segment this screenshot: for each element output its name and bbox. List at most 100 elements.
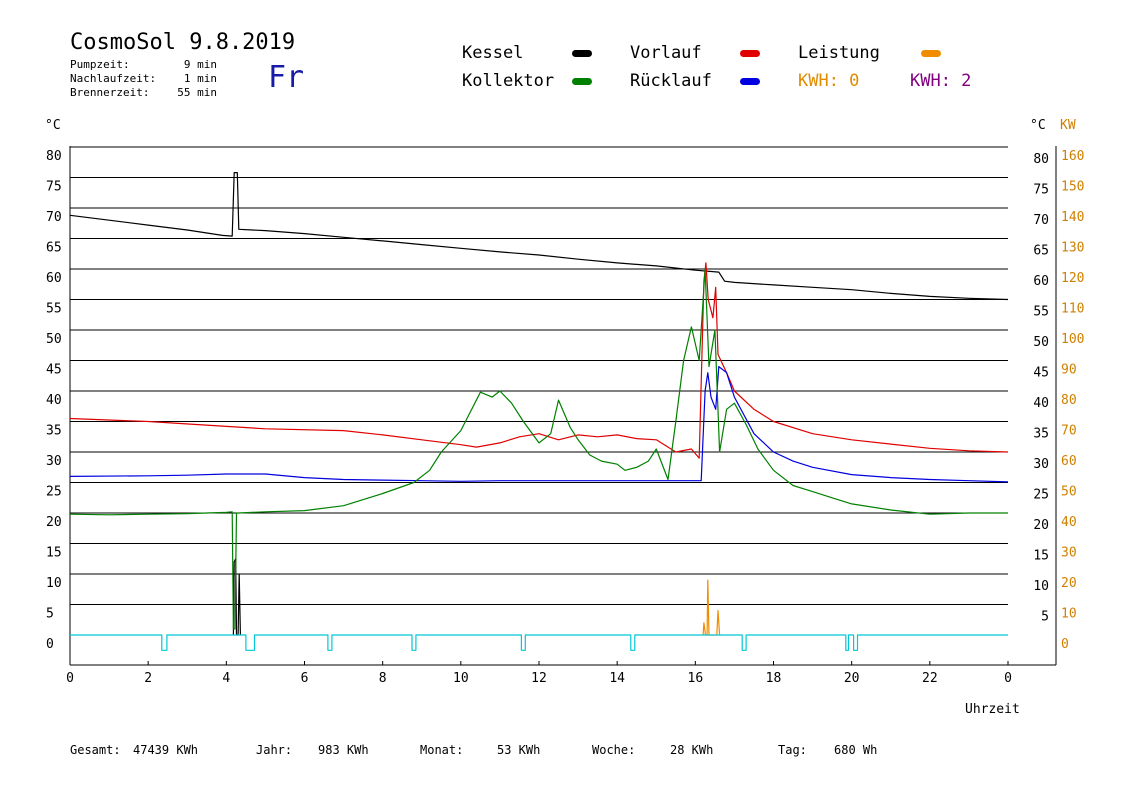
y2-tick-label-100: 100 bbox=[1061, 332, 1084, 347]
x-tick-label-6: 12 bbox=[531, 671, 547, 686]
footer-value-woche: 28 KWh bbox=[670, 743, 714, 757]
stat-label-nachlaufzeit: Nachlaufzeit: bbox=[70, 72, 157, 85]
y2-tick-label-130: 130 bbox=[1061, 241, 1084, 256]
y-tick-label-left-60: 60 bbox=[46, 271, 62, 286]
y2-tick-label-110: 110 bbox=[1061, 302, 1084, 317]
y2-tick-label-40: 40 bbox=[1061, 515, 1077, 530]
legend-swatch-kessel bbox=[572, 50, 592, 57]
y-tick-label-left-80: 80 bbox=[46, 149, 62, 164]
legend-swatch-leistung bbox=[921, 50, 941, 57]
y-tick-label-right-70: 70 bbox=[1033, 213, 1049, 228]
series-line-kessel bbox=[69, 172, 1009, 301]
y-tick-label-left-55: 55 bbox=[46, 302, 62, 317]
x-tick-label-7: 14 bbox=[609, 671, 625, 686]
legend-kwh-0: KWH: 0 bbox=[798, 71, 860, 91]
y2-tick-label-30: 30 bbox=[1061, 546, 1077, 561]
y-tick-label-left-15: 15 bbox=[46, 546, 62, 561]
legend-swatch-kollektor bbox=[572, 78, 592, 85]
series-layer bbox=[69, 172, 1009, 651]
y-tick-label-right-40: 40 bbox=[1033, 396, 1049, 411]
y-tick-label-right-80: 80 bbox=[1033, 152, 1049, 167]
y-tick-label-left-25: 25 bbox=[46, 485, 62, 500]
y-tick-label-left-35: 35 bbox=[46, 424, 62, 439]
y-tick-label-right-45: 45 bbox=[1033, 366, 1049, 381]
footer-value-tag: 680 Wh bbox=[834, 743, 878, 757]
footer-value-jahr: 983 KWh bbox=[318, 743, 369, 757]
right-axis-unit-celsius: °C bbox=[1030, 118, 1046, 133]
footer-label-monat: Monat: bbox=[420, 743, 464, 757]
y-tick-label-right-60: 60 bbox=[1033, 274, 1049, 289]
y-tick-label-left-50: 50 bbox=[46, 332, 62, 347]
y-tick-label-right-65: 65 bbox=[1033, 244, 1049, 259]
y-tick-label-right-25: 25 bbox=[1033, 488, 1049, 503]
x-tick-label-8: 16 bbox=[688, 671, 704, 686]
y2-tick-label-160: 160 bbox=[1061, 149, 1084, 164]
y-tick-label-left-5: 5 bbox=[46, 607, 54, 622]
footer-label-tag: Tag: bbox=[778, 743, 807, 757]
chart-title: CosmoSol 9.8.2019 bbox=[70, 30, 296, 55]
y-tick-label-left-65: 65 bbox=[46, 241, 62, 256]
y-tick-label-left-0: 0 bbox=[46, 637, 54, 652]
right-axis-unit-kw: KW bbox=[1060, 118, 1076, 133]
x-axis-label: Uhrzeit bbox=[965, 702, 1020, 717]
x-tick-label-9: 18 bbox=[766, 671, 782, 686]
y-tick-label-right-75: 75 bbox=[1033, 183, 1049, 198]
x-tick-label-10: 20 bbox=[844, 671, 860, 686]
legend-label-leistung: Leistung bbox=[798, 43, 880, 63]
left-axis-unit: °C bbox=[45, 118, 61, 133]
series-line-leistung bbox=[702, 579, 721, 636]
legend-swatch-vorlauf bbox=[740, 50, 760, 57]
x-tick-label-2: 4 bbox=[222, 671, 230, 686]
stat-label-brennerzeit: Brennerzeit: bbox=[70, 86, 150, 99]
series-line-kollektor bbox=[69, 268, 1008, 630]
y-tick-label-left-10: 10 bbox=[46, 576, 62, 591]
y2-tick-label-60: 60 bbox=[1061, 454, 1077, 469]
footer-value-gesamt: 47439 KWh bbox=[133, 743, 199, 757]
y2-tick-label-90: 90 bbox=[1061, 363, 1077, 378]
y-tick-label-right-35: 35 bbox=[1033, 427, 1049, 442]
y2-tick-label-50: 50 bbox=[1061, 485, 1077, 500]
y-tick-label-right-30: 30 bbox=[1033, 457, 1049, 472]
stat-label-pumpzeit: Pumpzeit: bbox=[70, 58, 130, 71]
legend-swatch-ruecklauf bbox=[740, 78, 760, 85]
legend-kwh-2: KWH: 2 bbox=[910, 71, 972, 91]
weekday-label: Fr bbox=[268, 60, 305, 95]
grid-layer bbox=[69, 146, 1057, 666]
legend-label-vorlauf: Vorlauf bbox=[630, 43, 702, 63]
footer-label-jahr: Jahr: bbox=[256, 743, 293, 757]
legend-label-kollektor: Kollektor bbox=[462, 71, 555, 91]
x-tick-label-12: 0 bbox=[1004, 671, 1012, 686]
x-tick-label-5: 10 bbox=[453, 671, 469, 686]
x-tick-label-4: 8 bbox=[379, 671, 387, 686]
y-tick-label-left-20: 20 bbox=[46, 515, 62, 530]
y2-tick-label-150: 150 bbox=[1061, 180, 1084, 195]
footer-label-gesamt: Gesamt: bbox=[70, 743, 121, 757]
y-tick-label-right-20: 20 bbox=[1033, 518, 1049, 533]
y2-tick-label-120: 120 bbox=[1061, 271, 1084, 286]
y-tick-label-right-10: 10 bbox=[1033, 579, 1049, 594]
y2-tick-label-140: 140 bbox=[1061, 210, 1084, 225]
y2-tick-label-20: 20 bbox=[1061, 576, 1077, 591]
y-tick-label-right-55: 55 bbox=[1033, 305, 1049, 320]
stat-value-nachlaufzeit: 1 min bbox=[183, 72, 217, 85]
footer-value-monat: 53 KWh bbox=[497, 743, 541, 757]
y-tick-label-left-40: 40 bbox=[46, 393, 62, 408]
y2-tick-label-10: 10 bbox=[1061, 607, 1077, 622]
series-line-vorlauf bbox=[69, 262, 1009, 459]
y-tick-label-left-30: 30 bbox=[46, 454, 62, 469]
series-line-pumpe bbox=[70, 634, 1008, 651]
y2-tick-label-0: 0 bbox=[1061, 637, 1069, 652]
stat-value-pumpzeit: 9 min bbox=[183, 58, 217, 71]
y-tick-label-left-70: 70 bbox=[46, 210, 62, 225]
legend-label-ruecklauf: Rücklauf bbox=[630, 71, 712, 91]
stat-value-brennerzeit: 55 min bbox=[177, 86, 217, 99]
y-tick-label-right-5: 5 bbox=[1041, 610, 1049, 625]
x-tick-label-11: 22 bbox=[922, 671, 938, 686]
y-tick-label-left-45: 45 bbox=[46, 363, 62, 378]
y2-tick-label-70: 70 bbox=[1061, 424, 1077, 439]
y-tick-label-right-50: 50 bbox=[1033, 335, 1049, 350]
x-tick-label-1: 2 bbox=[144, 671, 152, 686]
x-tick-label-3: 6 bbox=[301, 671, 309, 686]
